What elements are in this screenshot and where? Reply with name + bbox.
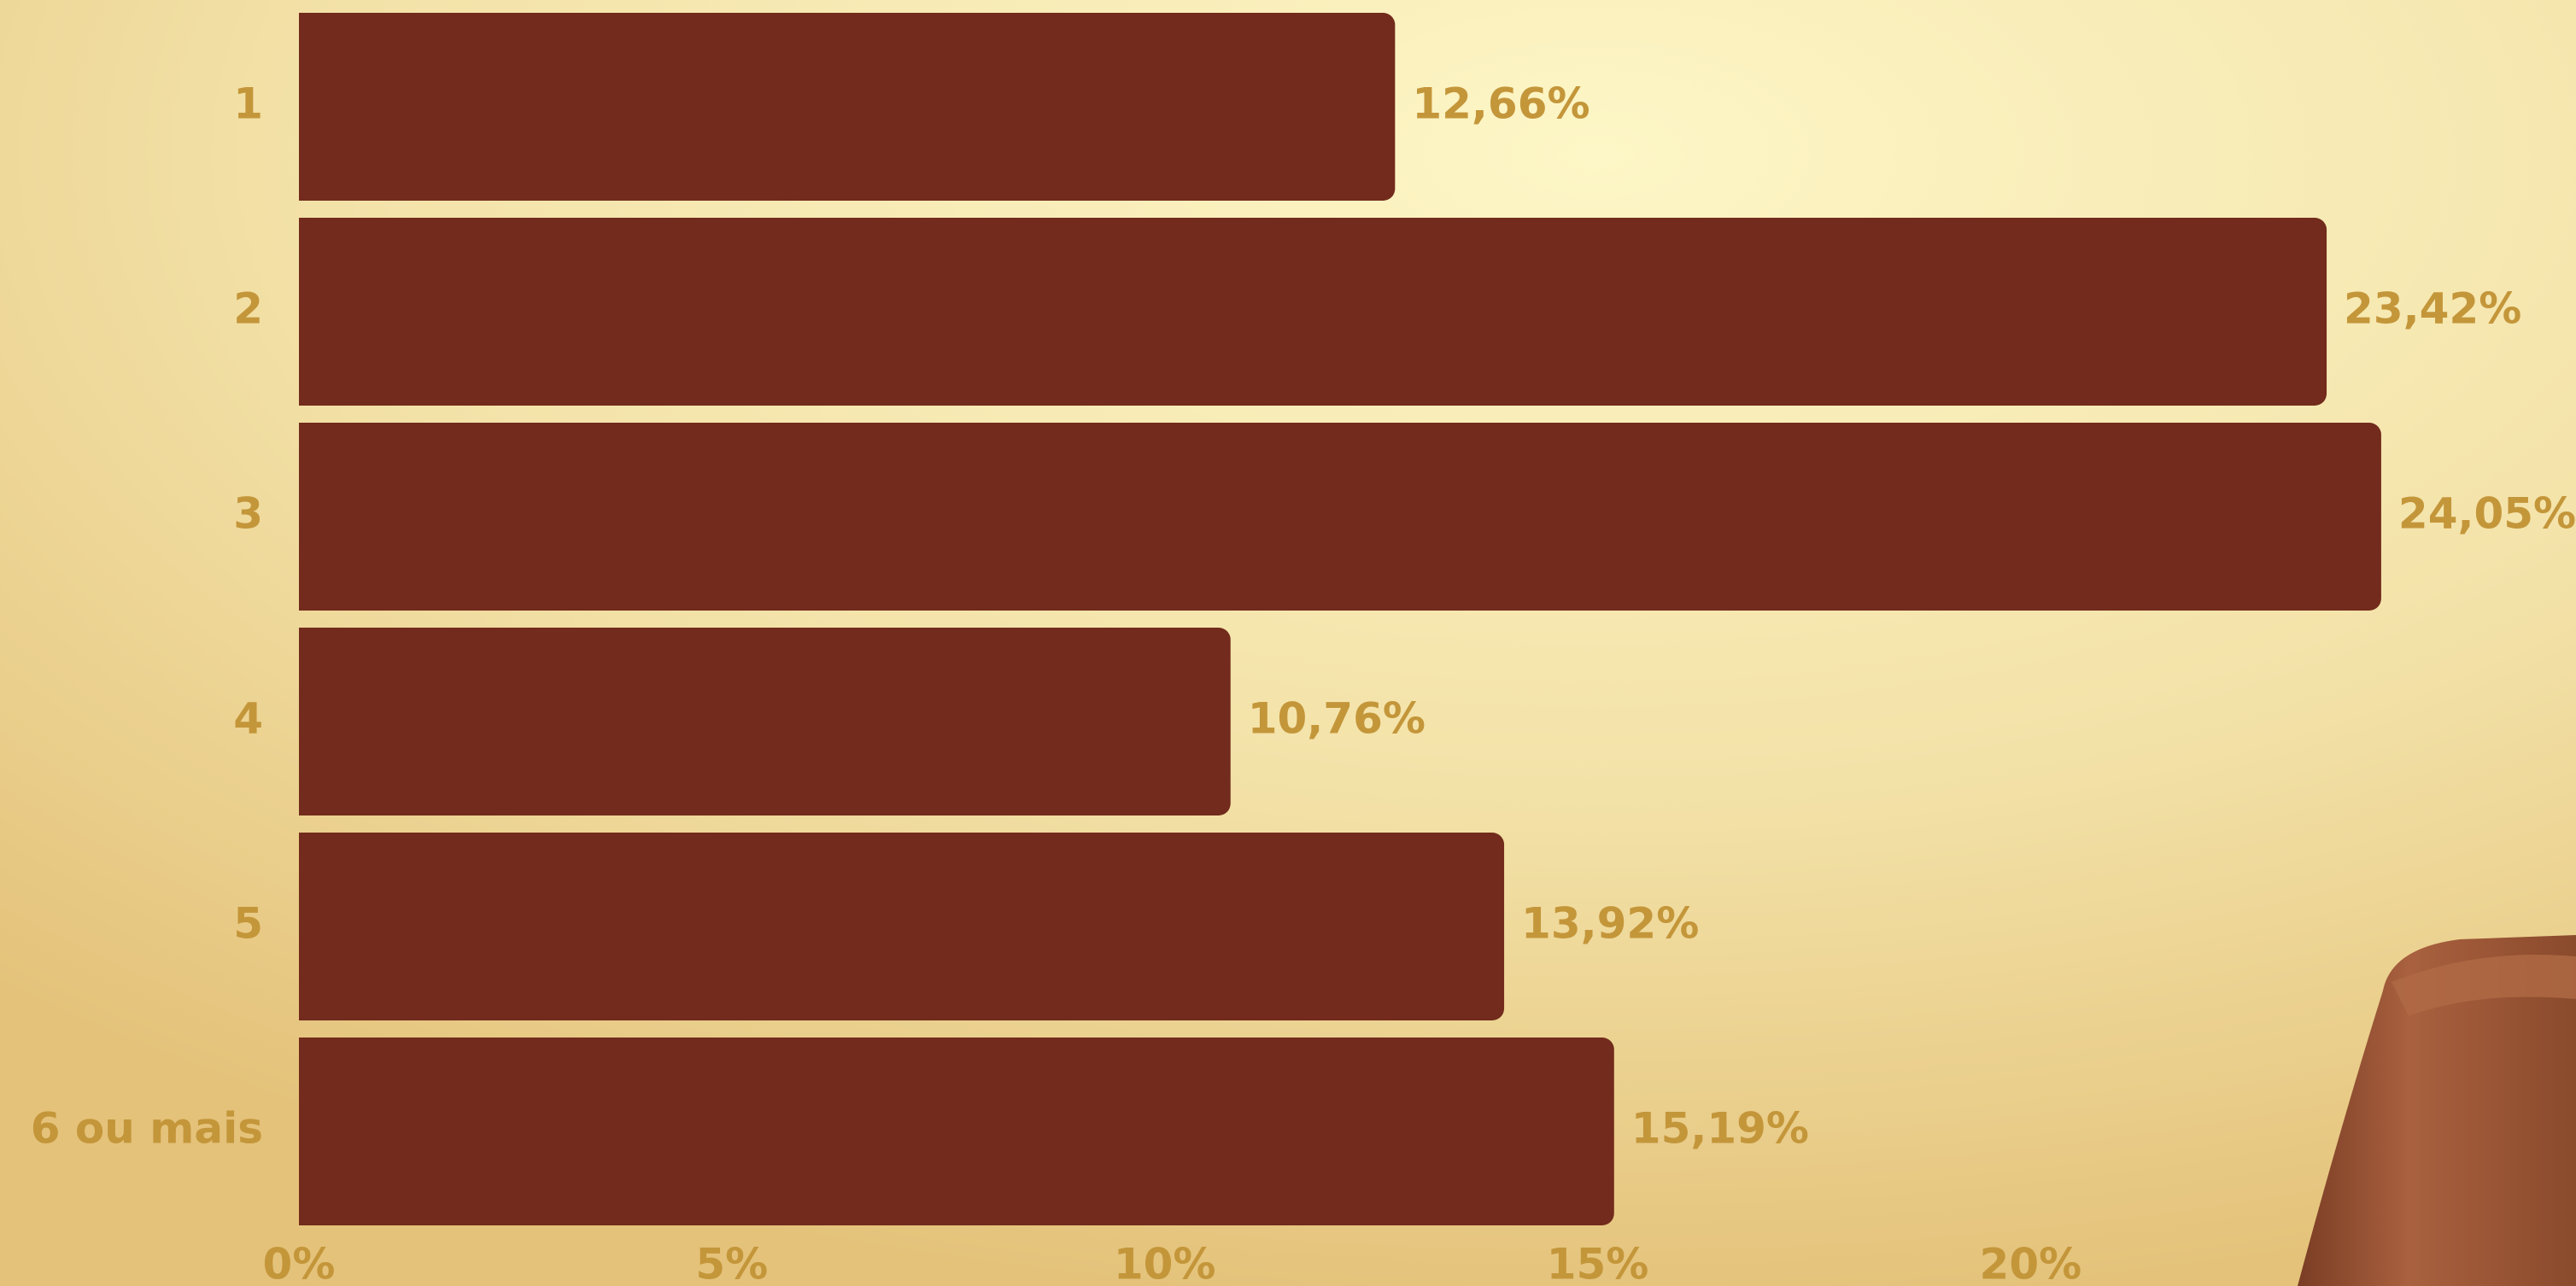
value-label: 15,19% [1631,1104,1809,1154]
y-tick-label: 2 [233,284,263,334]
x-tick-label: 15% [1547,1240,1649,1286]
bar-left-edge [299,423,316,611]
y-tick-label: 3 [233,489,263,539]
bar-left-edge [299,628,316,815]
y-tick-label: 5 [233,899,263,949]
x-tick-label: 10% [1114,1240,1216,1286]
value-label: 23,42% [2344,284,2521,334]
x-tick-label: 5% [695,1240,768,1286]
y-tick-label: 6 ou mais [31,1104,263,1154]
bar [299,628,1231,815]
bar-left-edge [299,13,316,201]
value-label: 12,66% [1412,79,1590,129]
bar [299,1038,1614,1225]
bar-left-edge [299,833,316,1020]
chocolate-decoration [2298,935,2576,1286]
y-tick-label: 4 [233,694,263,744]
x-tick-label: 0% [263,1240,336,1286]
bar [299,218,2327,406]
y-tick-label: 1 [233,79,263,129]
bar [299,833,1505,1020]
bar [299,423,2381,611]
value-label: 13,92% [1521,899,1699,949]
value-label: 10,76% [1248,694,1426,744]
bar-left-edge [299,1038,316,1225]
bar-left-edge [299,218,316,406]
bar [299,13,1396,201]
x-tick-label: 20% [1980,1240,2082,1286]
value-label: 24,05% [2398,489,2576,539]
